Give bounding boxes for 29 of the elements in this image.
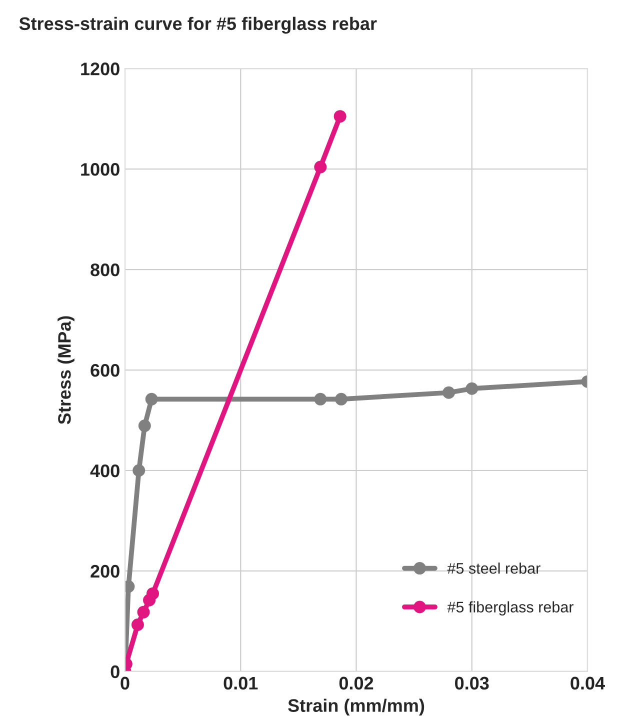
x-axis-title: Strain (mm/mm) — [288, 698, 424, 716]
point — [314, 392, 327, 406]
point — [137, 606, 150, 618]
y-tick-label: 200 — [90, 564, 120, 578]
x-tick-label: 0 — [120, 676, 130, 690]
point — [334, 110, 346, 123]
legend-label: #5 steel rebar — [447, 562, 540, 574]
point — [145, 392, 158, 406]
point — [132, 464, 146, 477]
y-tick-label: 0 — [110, 665, 120, 678]
x-tick-label: 0.04 — [570, 676, 605, 690]
y-axis-title: Stress (MPa) — [58, 316, 74, 424]
y-tick-label: 1000 — [81, 163, 120, 176]
chart-title: Stress-strain curve for #5 fiberglass rebar — [19, 16, 377, 34]
y-tick-label: 600 — [90, 364, 120, 377]
point — [442, 386, 455, 399]
legend-label: #5 fiberglass rebar — [447, 601, 574, 616]
y-tick-label: 1200 — [81, 62, 120, 76]
y-tick-label: 400 — [90, 464, 120, 478]
point — [466, 382, 478, 395]
x-tick-label: 0.01 — [224, 676, 258, 690]
x-tick-label: 0.02 — [339, 676, 374, 690]
point — [314, 160, 327, 174]
point — [131, 618, 144, 631]
y-tick-label: 800 — [90, 263, 120, 276]
point — [146, 587, 159, 600]
point — [334, 392, 348, 406]
point — [138, 420, 151, 432]
x-tick-label: 0.03 — [455, 676, 489, 690]
